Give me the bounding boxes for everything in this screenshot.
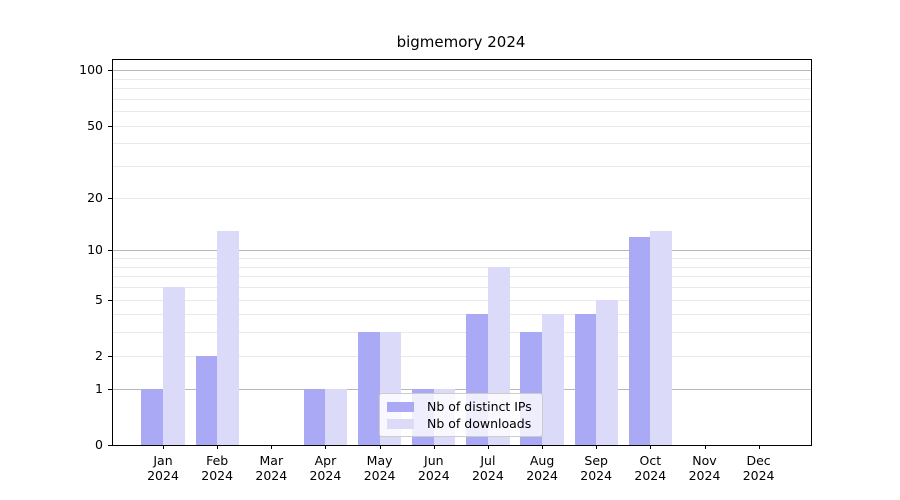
gridline-minor-2	[113, 355, 811, 357]
y-tick-mark-2	[108, 355, 112, 357]
y-tick-label-20: 20	[87, 189, 103, 205]
plot-area: 0 1 2 5 10 20 50 100 Jan 2024 Feb 2024 Mar 2024 Apr…	[79, 59, 812, 483]
gridline-minor-7	[113, 276, 811, 278]
bar-nb-of-downloads-oct	[650, 230, 672, 445]
y-tick-label-1: 1	[95, 380, 103, 396]
gridline-minor-50	[113, 125, 811, 127]
y-tick-mark-1	[108, 388, 112, 390]
bar-nb-of-distinct-ips-feb	[195, 355, 218, 445]
gridline-minor-40	[113, 143, 811, 145]
x-tick-mark-may	[379, 445, 381, 449]
y-tick-label-2: 2	[95, 347, 103, 363]
y-tick-mark-100	[108, 70, 112, 72]
bar-nb-of-downloads-jan	[163, 287, 185, 445]
gridline-minor-5	[113, 299, 811, 301]
x-tick-mark-nov	[704, 445, 706, 449]
legend-swatch-downloads	[387, 418, 414, 429]
gridline-minor-80	[113, 88, 811, 90]
gridline-minor-4	[113, 314, 811, 316]
legend-item-distinct-ips: Nb of distinct IPs	[387, 399, 534, 414]
bar-nb-of-downloads-apr	[325, 388, 348, 445]
legend-label-distinct-ips: Nb of distinct IPs	[427, 399, 532, 414]
legend: Nb of distinct IPs Nb of downloads	[379, 393, 543, 437]
x-tick-label-sep: Sep 2024	[580, 453, 613, 483]
gridline-major-100	[113, 70, 811, 72]
gridlines-layer	[113, 60, 811, 445]
legend-item-downloads: Nb of downloads	[387, 416, 534, 431]
x-tick-mark-oct	[650, 445, 652, 449]
x-tick-mark-jan	[163, 445, 164, 449]
y-tick-label-0: 0	[95, 436, 103, 452]
y-tick-label-10: 10	[87, 242, 103, 258]
x-tick-label-dec: Dec 2024	[742, 453, 775, 483]
bar-nb-of-distinct-ips-oct	[628, 236, 651, 445]
x-tick-label-feb: Feb 2024	[201, 453, 234, 483]
y-tick-label-100: 100	[79, 61, 103, 77]
legend-label-downloads: Nb of downloads	[427, 416, 532, 431]
bar-nb-of-downloads-sep	[596, 299, 618, 445]
bar-nb-of-distinct-ips-sep	[574, 314, 597, 445]
gridline-major-10	[113, 250, 811, 252]
gridline-minor-6	[113, 287, 811, 288]
gridline-minor-60	[113, 111, 811, 113]
x-tick-mark-apr	[325, 445, 327, 449]
bar-nb-of-distinct-ips-jan	[141, 388, 163, 445]
x-tick-mark-jul	[487, 445, 489, 449]
x-tick-label-aug: Aug 2024	[526, 453, 558, 483]
bar-nb-of-downloads-feb	[217, 230, 239, 445]
x-tick-label-jan: Jan 2024	[147, 453, 179, 483]
x-tick-label-jul: Jul 2024	[471, 453, 504, 483]
x-tick-mark-aug	[542, 445, 544, 449]
y-tick-mark-10	[108, 250, 112, 252]
y-tick-mark-5	[108, 299, 112, 301]
bar-nb-of-distinct-ips-apr	[303, 388, 326, 445]
x-tick-label-jun: Jun 2024	[417, 453, 450, 483]
bar-nb-of-downloads-aug	[542, 314, 564, 445]
x-tick-label-oct: Oct 2024	[634, 453, 667, 483]
x-tick-label-nov: Nov 2024	[688, 453, 721, 483]
legend-swatch-distinct-ips	[387, 401, 414, 412]
gridline-minor-8	[113, 266, 811, 268]
axis-ticks-layer: 0 1 2 5 10 20 50 100 Jan 2024 Feb 2024 Mar 2024 Apr…	[79, 60, 811, 483]
x-tick-mark-sep	[596, 445, 598, 449]
y-tick-mark-20	[108, 197, 112, 199]
gridline-minor-20	[113, 197, 811, 199]
x-tick-mark-dec	[758, 445, 760, 449]
gridline-minor-90	[113, 78, 811, 80]
gridline-minor-70	[113, 98, 811, 100]
y-tick-mark-0	[108, 445, 112, 446]
y-tick-mark-50	[108, 125, 112, 127]
y-tick-label-50: 50	[87, 117, 103, 133]
gridline-minor-9	[113, 258, 811, 259]
x-tick-label-may: May 2024	[363, 453, 396, 483]
x-tick-mark-feb	[217, 445, 219, 449]
chart-title: bigmemory 2024	[396, 33, 526, 51]
y-tick-label-5: 5	[95, 291, 103, 307]
x-tick-mark-mar	[271, 445, 273, 449]
x-tick-label-apr: Apr 2024	[309, 453, 342, 483]
gridline-minor-3	[113, 332, 811, 334]
gridline-major-1	[113, 388, 811, 390]
bar-nb-of-distinct-ips-may	[357, 332, 380, 445]
gridline-minor-30	[113, 166, 811, 168]
x-tick-label-mar: Mar 2024	[255, 453, 288, 483]
x-tick-mark-jun	[433, 445, 435, 449]
